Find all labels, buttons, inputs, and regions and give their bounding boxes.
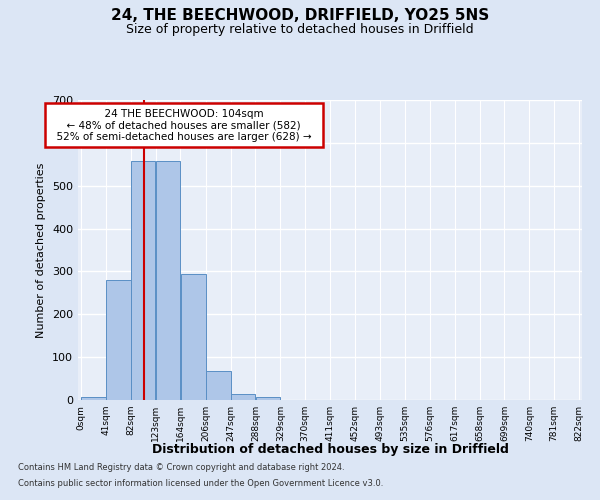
Bar	[206, 372, 230, 400]
Text: 24 THE BEECHWOOD: 104sqm  
  ← 48% of detached houses are smaller (582)  
  52% : 24 THE BEECHWOOD: 104sqm ← 48% of detach…	[50, 108, 318, 142]
Bar	[231, 394, 256, 400]
Y-axis label: Number of detached properties: Number of detached properties	[37, 162, 46, 338]
Text: Distribution of detached houses by size in Driffield: Distribution of detached houses by size …	[152, 442, 508, 456]
Text: Contains HM Land Registry data © Crown copyright and database right 2024.: Contains HM Land Registry data © Crown c…	[18, 464, 344, 472]
Bar	[155, 161, 180, 400]
Text: Size of property relative to detached houses in Driffield: Size of property relative to detached ho…	[126, 22, 474, 36]
Bar	[131, 161, 155, 400]
Bar	[106, 280, 131, 400]
Bar	[181, 274, 206, 400]
Text: 24, THE BEECHWOOD, DRIFFIELD, YO25 5NS: 24, THE BEECHWOOD, DRIFFIELD, YO25 5NS	[111, 8, 489, 22]
Text: Contains public sector information licensed under the Open Government Licence v3: Contains public sector information licen…	[18, 478, 383, 488]
Bar	[256, 397, 280, 400]
Bar	[81, 396, 106, 400]
